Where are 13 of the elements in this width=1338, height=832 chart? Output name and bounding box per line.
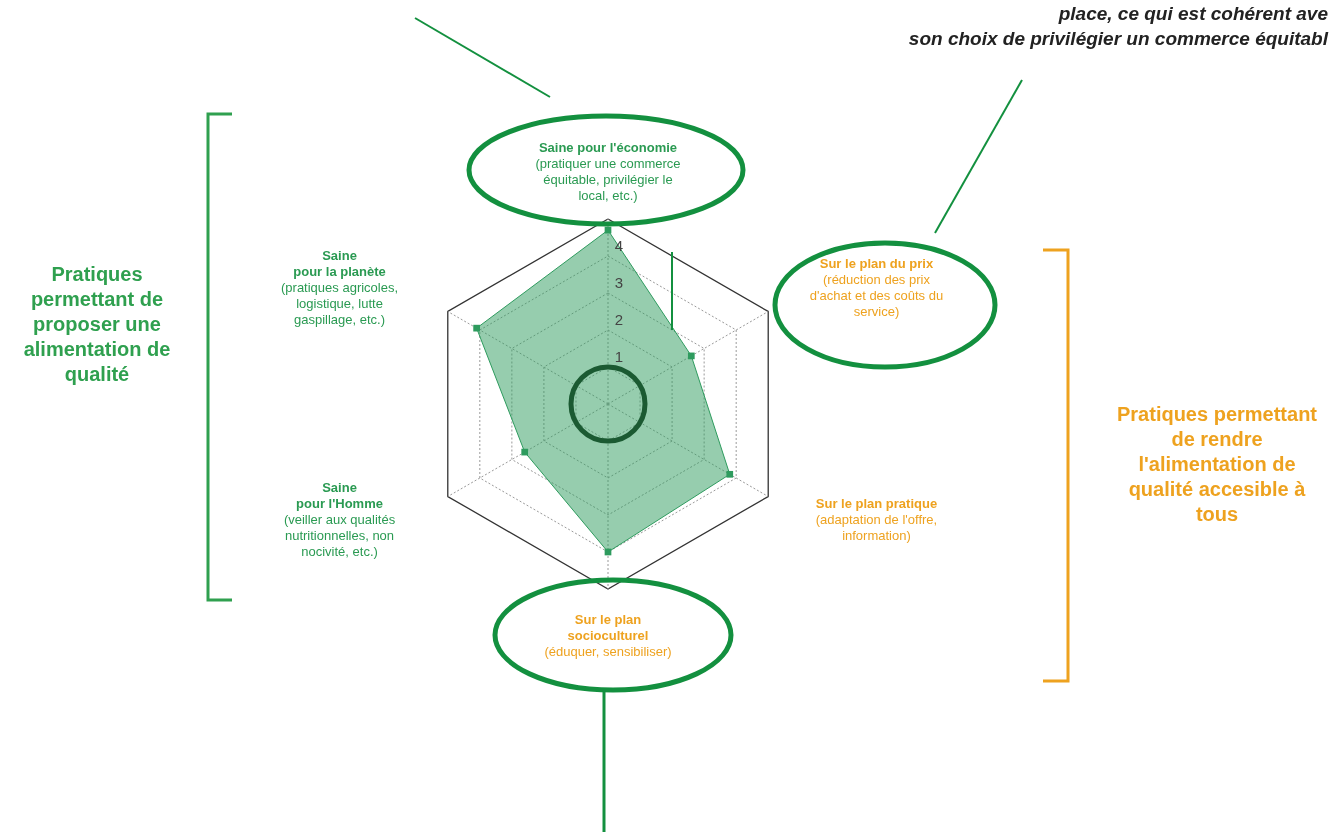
spoke-label: Saine pour l'Homme (veiller aux qualités nutritionnelles, non nocivité, etc.) bbox=[283, 480, 396, 559]
y-tick-label: 2 bbox=[614, 311, 624, 328]
spoke-label: Sur le plan pratique (adaptation de l'offre, information) bbox=[815, 496, 938, 543]
text: Pratiques permettant de rendre l'alimentation de qualité accesible à tous bbox=[1116, 403, 1318, 525]
spoke-label: Sur le plan du prix (réduction des prix d'achat et des coûts du service) bbox=[809, 256, 944, 319]
spoke-label: Saine pour l'économie (pratiquer une commerce équitable, privilégier le local, etc.) bbox=[535, 140, 681, 203]
y-tick-label: 1 bbox=[614, 348, 624, 365]
y-tick-label: 3 bbox=[614, 274, 624, 291]
text: Pratiques permettant de proposer une alimentation de qualité bbox=[23, 263, 171, 385]
text: place, ce qui est cohérent ave bbox=[1057, 3, 1329, 24]
text: son choix de privilégier un commerce équitabl bbox=[908, 28, 1329, 49]
spoke-label: Sur le plan socioculturel (éduquer, sensibiliser) bbox=[544, 612, 672, 659]
spoke-label: Saine pour la planète (pratiques agricoles, logistique, lutte gaspillage, etc.) bbox=[281, 248, 399, 327]
